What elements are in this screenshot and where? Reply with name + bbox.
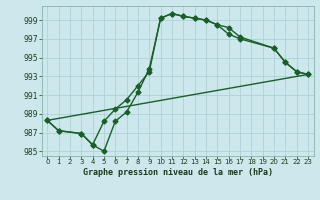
X-axis label: Graphe pression niveau de la mer (hPa): Graphe pression niveau de la mer (hPa) [83,168,273,177]
